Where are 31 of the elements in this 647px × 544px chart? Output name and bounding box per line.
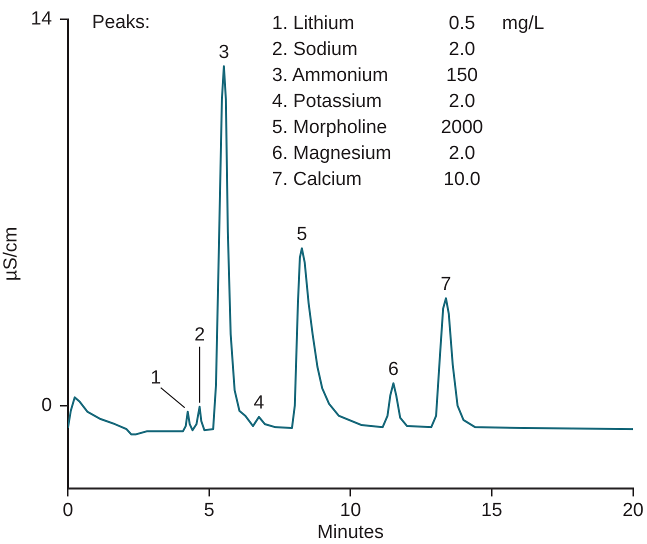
annotation: 3. Ammonium [272, 64, 390, 88]
annotation: Peaks: [92, 12, 150, 34]
annotation: 0.5 [448, 12, 476, 36]
x-tick-label: 5 [204, 500, 214, 522]
x-tick-label: 0 [62, 500, 74, 522]
annotation: 2000 [440, 116, 484, 140]
annotation: 2 [194, 324, 205, 346]
annotation: 4. Potassium [272, 90, 383, 114]
annotation: 150 [445, 64, 479, 88]
annotation: 7. Calcium [272, 168, 363, 192]
annotation: 2. Sodium [272, 38, 359, 62]
annotation: 3 [218, 42, 230, 64]
annotation: 7 [440, 274, 452, 296]
y-axis-title: µS/cm [0, 226, 22, 282]
annotation: 1. Lithium [272, 12, 356, 36]
annotation: 6. Magnesium [272, 142, 392, 166]
annotation: 6 [388, 359, 399, 380]
x-tick-label: 20 [622, 500, 644, 522]
annotation: 1 [150, 367, 162, 388]
annotation: 2.0 [448, 142, 476, 166]
annotation: 2.0 [448, 90, 476, 114]
x-tick-label: 15 [481, 500, 502, 522]
annotation: 10.0 [442, 168, 482, 192]
y-tick-label: 14 [30, 8, 52, 30]
annotation: 4 [254, 392, 265, 414]
annotation: 5 [296, 224, 308, 246]
x-axis-title: Minutes [317, 522, 384, 543]
annotation: 5. Morpholine [272, 116, 388, 140]
annotation: mg/L [502, 12, 544, 36]
x-tick-label: 10 [340, 500, 362, 522]
annotation: 2.0 [448, 38, 476, 62]
